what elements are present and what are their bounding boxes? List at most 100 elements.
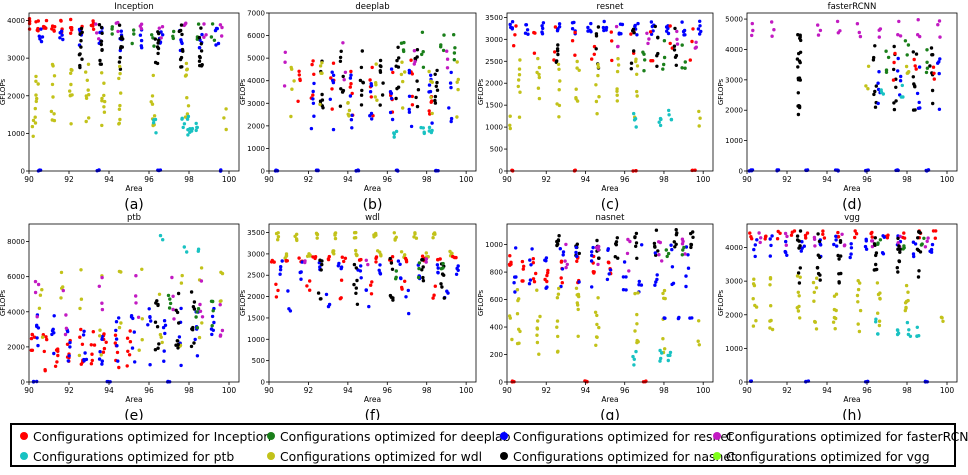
point-resnet	[621, 288, 626, 292]
axes-frame	[268, 223, 477, 383]
point-fasterRCNN	[770, 34, 774, 38]
point-nasnet	[361, 81, 365, 85]
point-resnet	[38, 37, 42, 41]
point-wdl	[866, 87, 870, 91]
point-Inception	[532, 51, 537, 55]
point-nasnet	[175, 310, 180, 315]
point-nasnet	[352, 262, 357, 267]
point-resnet	[624, 275, 628, 279]
panel-caption: (a)	[124, 197, 144, 213]
point-deeplab	[662, 39, 667, 43]
point-wdl	[596, 296, 600, 300]
point-resnet	[590, 250, 594, 254]
point-wdl	[517, 67, 522, 71]
point-deeplab	[420, 30, 425, 34]
point-resnet	[407, 94, 412, 99]
point-resnet	[148, 315, 152, 319]
point-resnet	[52, 314, 56, 318]
point-resnet	[430, 121, 434, 125]
point-nasnet	[892, 107, 897, 112]
point-nasnet	[120, 35, 124, 39]
point-wdl	[455, 115, 459, 119]
point-resnet	[864, 247, 869, 251]
y-tick-label: 4000	[725, 244, 743, 252]
point-wdl	[403, 70, 407, 74]
point-resnet	[637, 279, 641, 284]
point-resnet	[179, 306, 183, 311]
point-deeplab	[211, 299, 215, 304]
point-wdl	[86, 62, 91, 66]
point-wdl	[515, 288, 520, 292]
point-ptb	[190, 129, 194, 133]
point-wdl	[456, 77, 460, 82]
point-fasterRCNN	[675, 42, 680, 46]
point-wdl	[49, 109, 54, 114]
point-fasterRCNN	[926, 236, 930, 240]
point-Inception	[91, 24, 95, 28]
point-deeplab	[905, 53, 909, 57]
x-tick-label: 98	[659, 386, 669, 395]
point-nasnet	[897, 259, 901, 263]
point-wdl	[555, 296, 560, 300]
point-nasnet	[795, 234, 800, 238]
point-fasterRCNN	[938, 35, 942, 39]
point-nasnet	[199, 26, 203, 30]
point-wdl	[400, 60, 404, 64]
y-tick-label: 2500	[247, 272, 265, 280]
point-resnet	[37, 34, 41, 38]
point-fasterRCNN	[657, 253, 661, 257]
point-Inception	[349, 82, 353, 86]
point-fasterRCNN	[157, 26, 161, 30]
x-tick-label: 100	[940, 175, 955, 184]
point-resnet	[686, 266, 691, 270]
point-fasterRCNN	[681, 239, 685, 244]
point-wdl	[796, 290, 800, 294]
point-deeplab	[666, 251, 671, 256]
point-fasterRCNN	[870, 244, 875, 249]
x-tick-label: 96	[383, 175, 393, 184]
point-nasnet	[894, 99, 898, 103]
point-fasterRCNN	[772, 28, 776, 32]
point-nasnet	[898, 247, 903, 251]
point-ptb	[195, 125, 199, 130]
point-nasnet	[339, 49, 343, 53]
point-wdl	[103, 99, 107, 104]
point-fasterRCNN	[785, 234, 789, 239]
point-resnet	[589, 21, 593, 26]
point-wdl	[904, 299, 909, 304]
point-fasterRCNN	[220, 25, 224, 30]
point-nasnet	[199, 42, 203, 46]
point-Inception	[331, 61, 336, 65]
legend-label-wdl: Configurations optimized for wdl	[280, 448, 483, 464]
point-fasterRCNN	[202, 22, 206, 26]
point-Inception	[56, 353, 60, 358]
panel-resnet: 90 92 94 96 98 100050010001500200025003000350…	[477, 2, 714, 213]
point-nasnet	[319, 268, 323, 272]
point-resnet	[784, 239, 788, 244]
point-wdl	[696, 339, 700, 343]
point-nasnet	[673, 26, 677, 31]
point-Inception	[284, 259, 288, 263]
point-wdl	[429, 95, 433, 100]
point-fasterRCNN	[870, 239, 874, 243]
point-wdl	[30, 124, 35, 129]
y-axis-label: GFLOPs	[717, 78, 725, 105]
point-Inception	[531, 261, 535, 265]
point-ptb	[158, 233, 163, 238]
point-wdl	[79, 268, 83, 272]
point-Inception	[553, 50, 557, 54]
point-resnet	[617, 31, 621, 35]
point-nasnet	[153, 60, 158, 65]
point-fasterRCNN	[596, 248, 601, 252]
point-ptb	[915, 325, 919, 329]
point-nasnet	[415, 48, 420, 52]
axes-frame	[28, 12, 240, 172]
y-tick-label: 0	[261, 379, 265, 387]
point-nasnet	[674, 242, 678, 246]
point-resnet	[876, 81, 880, 85]
point-Inception	[42, 349, 46, 354]
point-nasnet	[199, 49, 204, 53]
point-wdl	[150, 94, 155, 98]
point-deeplab	[399, 41, 404, 45]
point-nasnet	[796, 112, 801, 117]
